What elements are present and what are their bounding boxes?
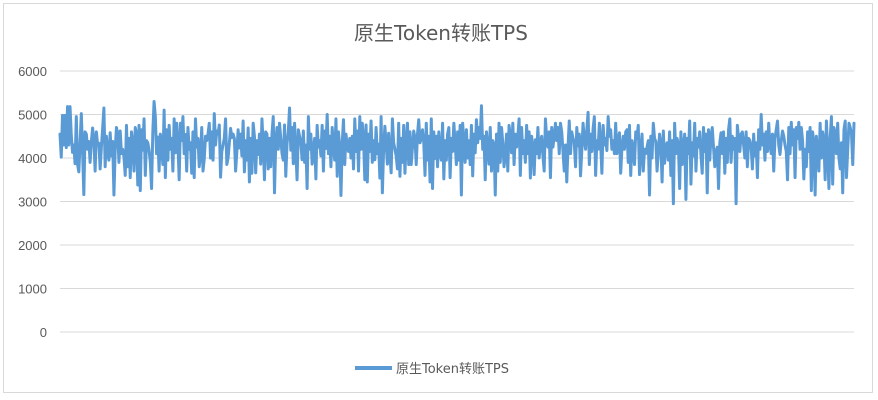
y-tick-label: 3000 <box>18 195 47 210</box>
y-tick-label: 0 <box>40 325 47 340</box>
y-tick-label: 2000 <box>18 238 47 253</box>
series-layer <box>58 99 856 206</box>
legend-label: 原生Token转账TPS <box>396 362 509 377</box>
line-chart: 原生Token转账TPS 0 1000 2000 3000 4000 5000 6000 原… <box>18 21 856 377</box>
legend[interactable]: 原生Token转账TPS <box>355 362 509 377</box>
chart-title: 原生Token转账TPS <box>354 21 528 45</box>
y-axis-tick-labels: 0 1000 2000 3000 4000 5000 6000 <box>18 64 47 340</box>
y-tick-label: 5000 <box>18 108 47 123</box>
series-line-0[interactable] <box>58 99 856 206</box>
y-tick-label: 1000 <box>18 282 47 297</box>
y-tick-label: 4000 <box>18 151 47 166</box>
chart-container: 原生Token转账TPS 0 1000 2000 3000 4000 5000 6000 原… <box>3 3 873 393</box>
y-tick-label: 6000 <box>18 64 47 79</box>
